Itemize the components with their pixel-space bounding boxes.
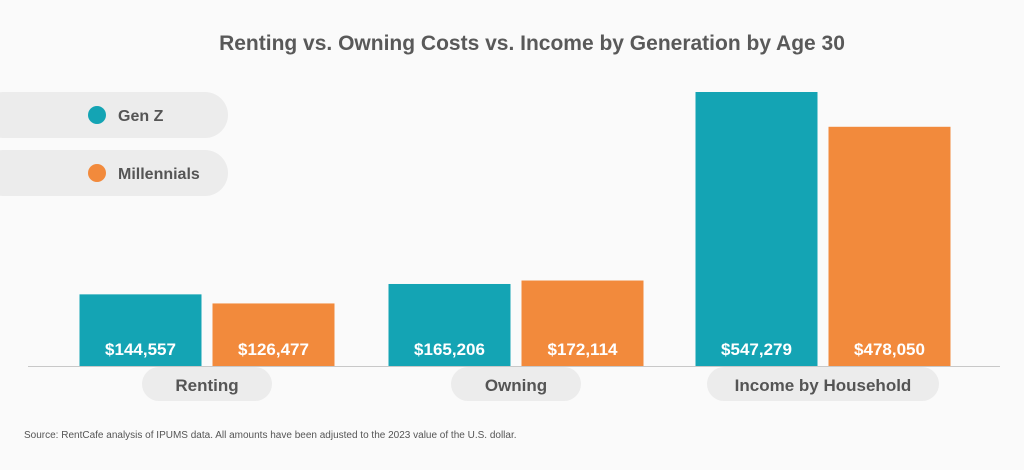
bar-gen-z-income-by-household <box>695 92 818 367</box>
bar-millennials-owning <box>521 280 644 367</box>
legend-pill-gen-z <box>0 92 228 138</box>
category-labels: Renting Owning Income by Household <box>175 376 911 395</box>
category-label-renting: Renting <box>175 376 238 395</box>
bar-value-label-millennials-renting: $126,477 <box>238 340 309 359</box>
source-note: Source: RentCafe analysis of IPUMS data.… <box>24 430 517 441</box>
legend-swatch-gen-z <box>88 106 106 124</box>
bar-value-label-millennials-income-by-household: $478,050 <box>854 340 925 359</box>
category-pill-renting <box>142 367 272 401</box>
legend-pill-millennials <box>0 150 228 196</box>
bar-value-label-gen-z-renting: $144,557 <box>105 340 176 359</box>
category-pill-income-by-household <box>707 367 939 401</box>
bar-value-label-gen-z-income-by-household: $547,279 <box>721 340 792 359</box>
bar-gen-z-renting <box>79 294 202 367</box>
legend: Gen Z Millennials <box>0 92 228 196</box>
bar-value-label-gen-z-owning: $165,206 <box>414 340 485 359</box>
legend-label-millennials: Millennials <box>118 166 200 183</box>
legend-label-gen-z: Gen Z <box>118 108 164 125</box>
category-label-income-by-household: Income by Household <box>735 376 912 395</box>
bar-millennials-renting <box>212 303 335 367</box>
bars: $144,557 $126,477 $165,206 $172,114 $547,279… <box>79 92 951 368</box>
bar-value-label-millennials-owning: $172,114 <box>548 340 619 359</box>
category-pills <box>142 367 939 401</box>
bar-gen-z-owning <box>388 283 511 367</box>
category-pill-owning <box>451 367 581 401</box>
category-label-owning: Owning <box>485 376 547 395</box>
legend-swatch-millennials <box>88 164 106 182</box>
chart-title: Renting vs. Owning Costs vs. Income by G… <box>219 32 845 55</box>
bar-millennials-income-by-household <box>828 126 951 368</box>
